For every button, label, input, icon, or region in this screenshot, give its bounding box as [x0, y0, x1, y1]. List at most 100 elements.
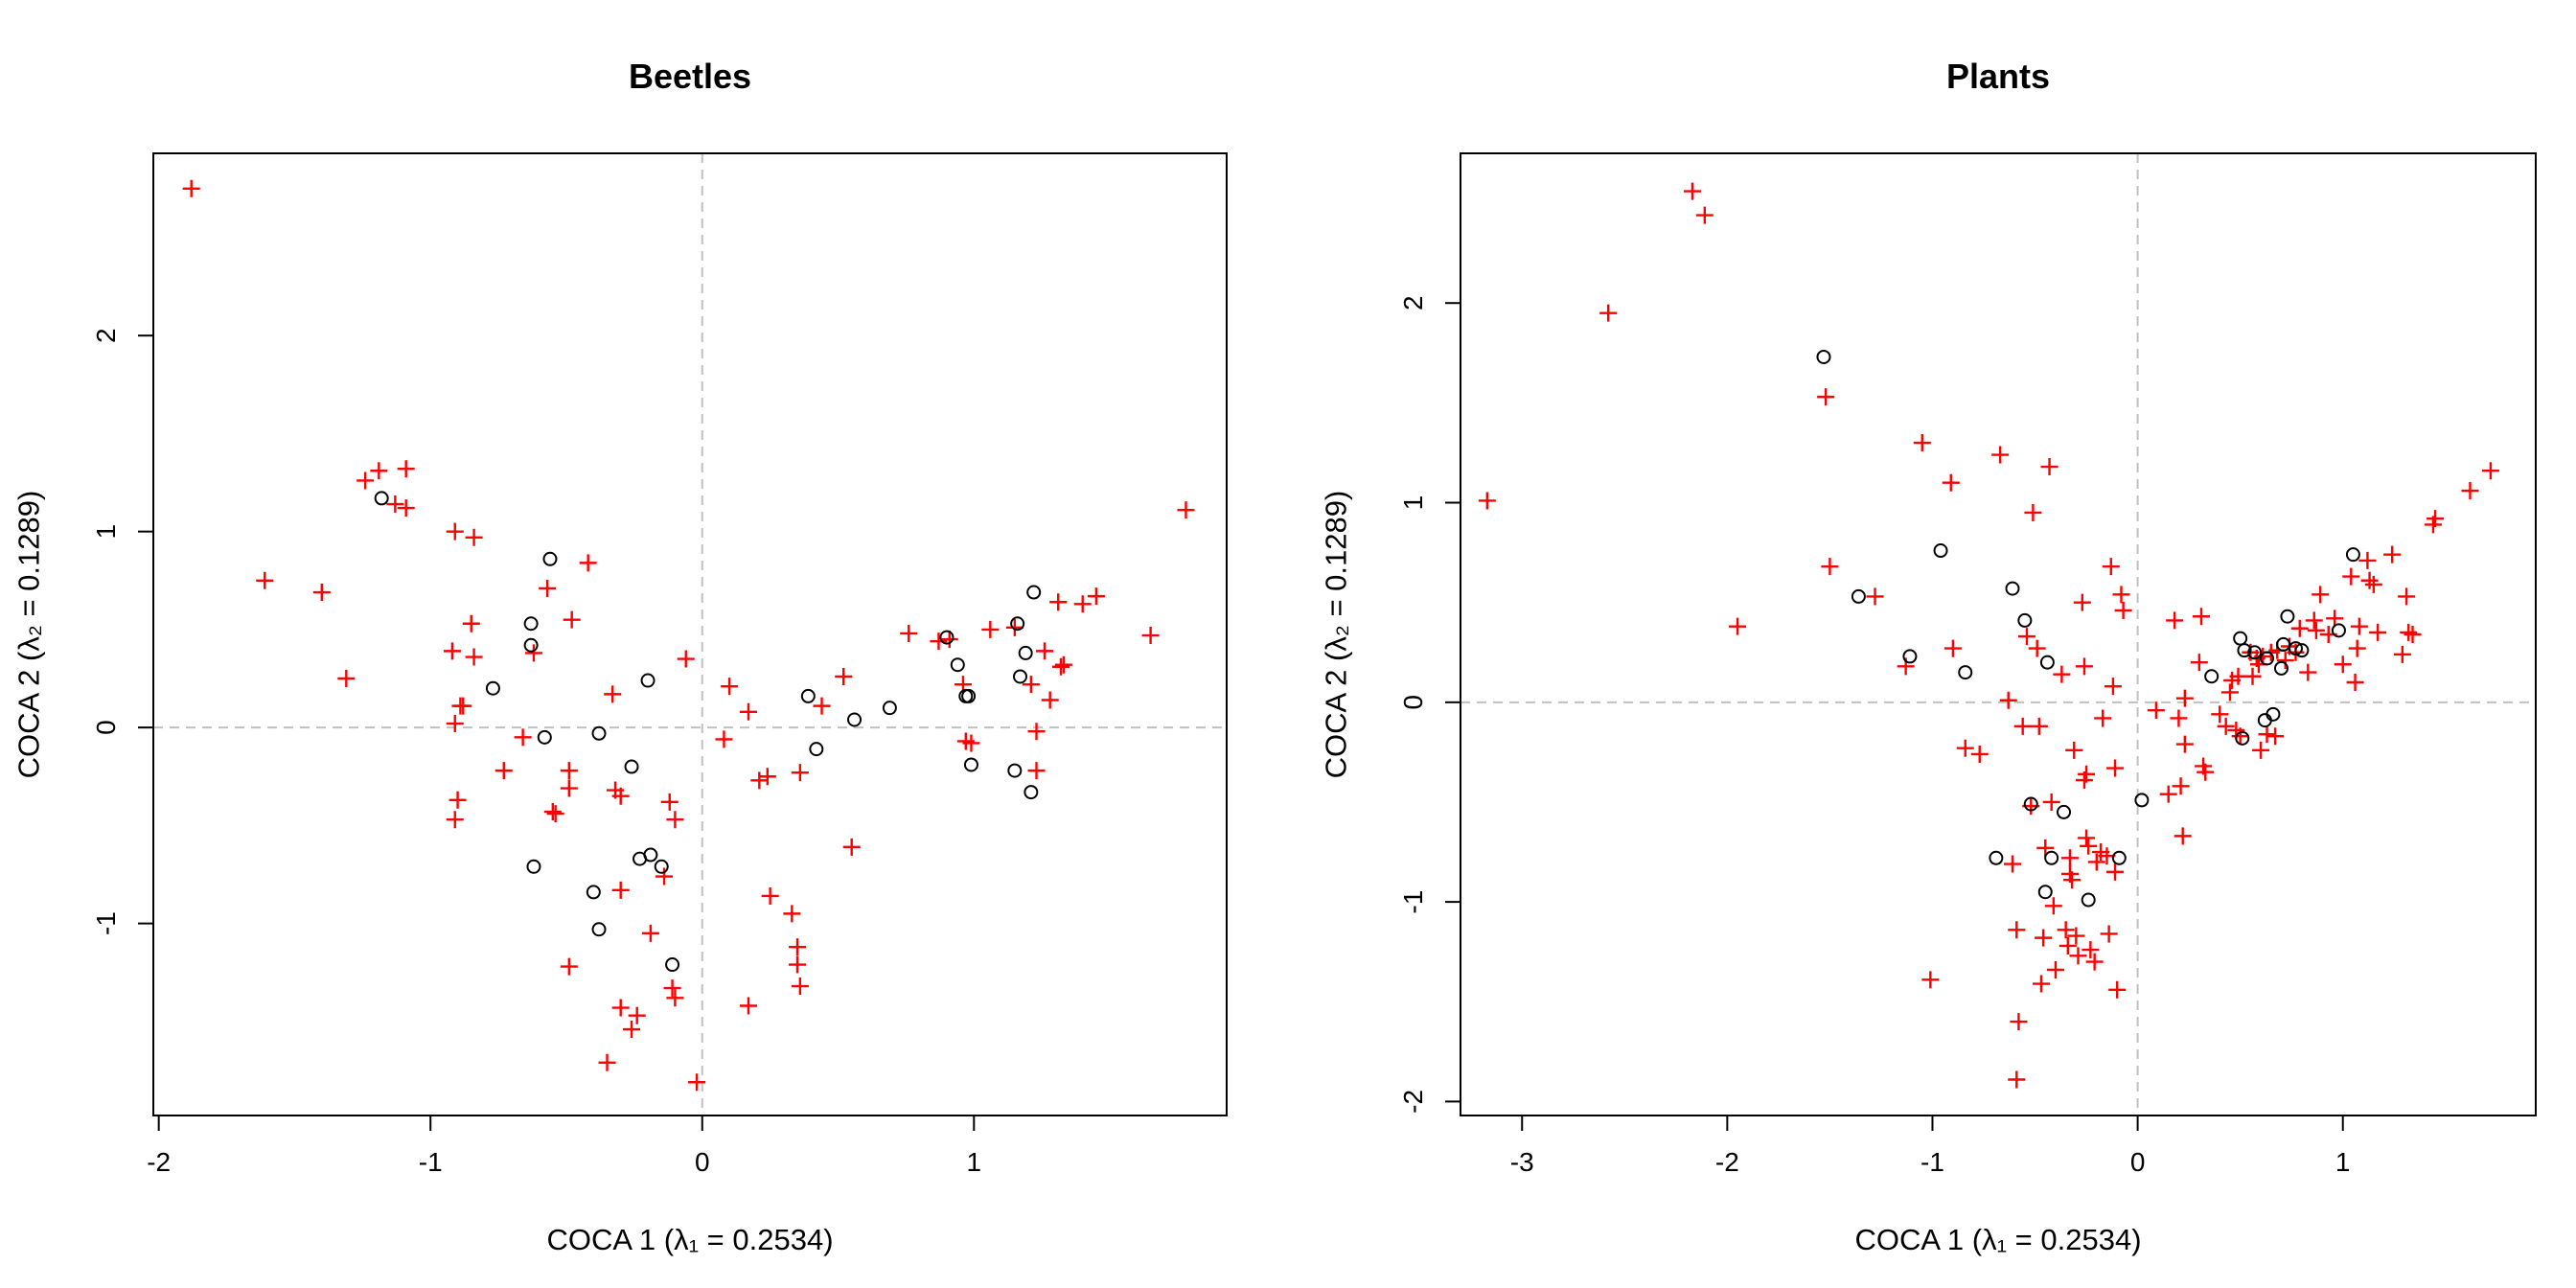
data-point-plus	[1036, 642, 1054, 660]
data-point-plus	[641, 924, 659, 942]
data-point-plus	[739, 702, 757, 721]
data-point-plus	[2080, 837, 2098, 855]
data-point-plus	[666, 811, 684, 829]
chart-title: Beetles	[629, 57, 751, 96]
data-point-circle	[1958, 665, 1973, 680]
data-point-circle	[2266, 706, 2281, 722]
data-point-plus	[1177, 501, 1195, 519]
data-point-plus	[2036, 839, 2055, 857]
data-point-plus	[2252, 741, 2270, 759]
data-point-plus	[2042, 793, 2060, 811]
data-point-circle	[939, 630, 954, 645]
data-point-circle	[1816, 349, 1831, 364]
data-point-plus	[2426, 510, 2445, 528]
data-point-plus	[2069, 947, 2087, 965]
data-point-plus	[2058, 936, 2077, 954]
data-point-plus	[2028, 639, 2046, 657]
data-point-plus	[1599, 304, 1618, 322]
data-point-plus	[546, 805, 564, 823]
data-point-plus	[454, 697, 472, 715]
data-point-plus	[2346, 673, 2364, 691]
y-tick-label: 2	[1398, 295, 1428, 310]
data-point-plus	[2220, 683, 2239, 702]
data-point-plus	[2400, 623, 2418, 641]
y-axis-label: COCA 2 (λ₂ = 0.1289)	[1320, 491, 1353, 779]
data-point-circle	[523, 616, 539, 632]
x-tick-label: -1	[419, 1147, 443, 1177]
data-point-plus	[1087, 587, 1105, 606]
data-point-circle	[2023, 796, 2038, 812]
data-point-plus	[2067, 927, 2085, 945]
data-point-plus	[1683, 182, 1701, 200]
data-point-plus	[791, 978, 809, 996]
data-point-plus	[356, 472, 375, 490]
data-point-plus	[2008, 921, 2026, 939]
data-point-circle	[2288, 641, 2303, 656]
data-point-plus	[1921, 971, 1940, 989]
data-point-plus	[560, 957, 578, 976]
data-point-circle	[2111, 850, 2127, 865]
plot-frame	[1460, 152, 2537, 1116]
data-point-plus	[2078, 829, 2096, 847]
data-point-plus	[2196, 763, 2215, 781]
data-point-plus	[2010, 1013, 2028, 1031]
data-point-plus	[2175, 735, 2194, 753]
data-point-circle	[2134, 793, 2150, 808]
data-point-plus	[2364, 575, 2382, 593]
data-point-circle	[665, 957, 680, 973]
data-point-plus	[2231, 727, 2249, 746]
data-point-circle	[961, 688, 977, 703]
data-point-plus	[1073, 595, 1092, 613]
data-point-plus	[2063, 871, 2082, 889]
data-point-plus	[1027, 723, 1046, 741]
data-point-plus	[1054, 656, 1072, 674]
data-point-plus	[524, 644, 542, 662]
data-point-plus	[2060, 849, 2079, 867]
data-point-plus	[2348, 639, 2366, 657]
data-point-plus	[2290, 619, 2309, 637]
data-point-plus	[446, 522, 464, 540]
data-point-plus	[1956, 739, 1974, 757]
data-point-circle	[1026, 585, 1042, 600]
data-point-circle	[542, 551, 558, 566]
data-point-plus	[2276, 652, 2294, 670]
data-point-plus	[2046, 960, 2064, 978]
data-point-plus	[1049, 593, 1068, 611]
data-point-plus	[2003, 855, 2021, 873]
data-point-plus	[1022, 676, 1040, 694]
data-point-circle	[2237, 643, 2252, 658]
data-point-circle	[2081, 892, 2096, 908]
data-point-plus	[660, 793, 678, 811]
data-point-plus	[2266, 727, 2285, 746]
data-point-circle	[591, 922, 607, 937]
data-point-plus	[1821, 558, 1839, 576]
data-point-circle	[2044, 850, 2059, 865]
data-point-plus	[579, 554, 597, 572]
data-point-plus	[2190, 654, 2208, 672]
data-point-plus	[2307, 621, 2325, 639]
data-point-plus	[783, 905, 801, 923]
data-point-plus	[2398, 587, 2416, 606]
data-point-plus	[940, 631, 958, 649]
data-point-plus	[2174, 827, 2192, 845]
y-tick-label: -2	[1398, 1090, 1428, 1114]
data-point-plus	[2106, 862, 2125, 881]
data-point-plus	[446, 715, 464, 733]
data-point-plus	[1695, 206, 1714, 224]
data-point-plus	[981, 620, 1000, 638]
data-point-plus	[563, 610, 581, 629]
data-point-circle	[1007, 763, 1023, 778]
data-point-plus	[2461, 482, 2479, 500]
data-point-plus	[2211, 705, 2229, 724]
data-point-circle	[2273, 660, 2288, 676]
data-point-plus	[1817, 388, 1835, 406]
data-point-circle	[950, 657, 965, 673]
data-point-plus	[2032, 975, 2050, 993]
data-point-plus	[446, 811, 464, 829]
data-point-plus	[842, 838, 861, 856]
data-point-plus	[791, 764, 809, 782]
data-point-plus	[2112, 586, 2130, 604]
data-point-circle	[2005, 581, 2020, 596]
data-point-plus	[688, 1073, 706, 1092]
data-point-circle	[1902, 649, 1918, 664]
